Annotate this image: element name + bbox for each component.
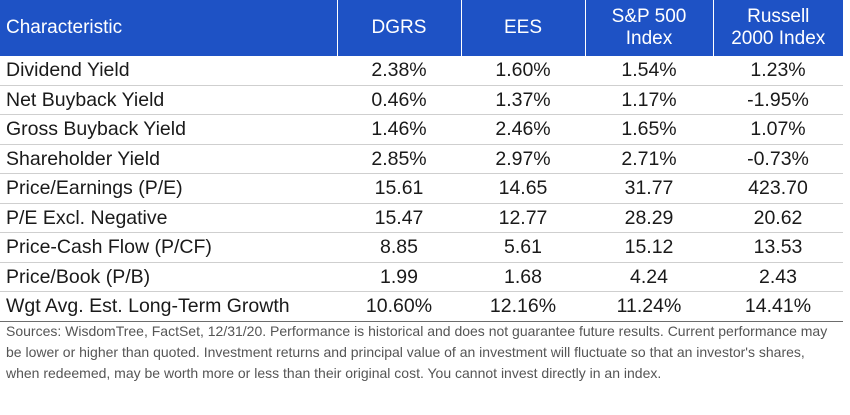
cell-dgrs: 1.99: [337, 262, 461, 292]
table-row: Price/Book (P/B) 1.99 1.68 4.24 2.43: [0, 262, 843, 292]
table-row: Gross Buyback Yield 1.46% 2.46% 1.65% 1.…: [0, 114, 843, 145]
header-russell2000: Russell 2000 Index: [713, 0, 843, 56]
cell-ees: 2.46%: [461, 114, 585, 145]
cell-russell2000: 20.62: [713, 203, 843, 233]
row-label: Gross Buyback Yield: [0, 114, 337, 145]
cell-sp500: 1.65%: [585, 114, 713, 145]
row-label: P/E Excl. Negative: [0, 203, 337, 233]
table-row: Shareholder Yield 2.85% 2.97% 2.71% -0.7…: [0, 144, 843, 174]
cell-dgrs: 15.47: [337, 203, 461, 233]
cell-russell2000: -1.95%: [713, 85, 843, 115]
header-ees: EES: [461, 0, 586, 56]
header-line: Russell: [747, 6, 810, 27]
header-line: Characteristic: [6, 17, 123, 38]
cell-ees: 5.61: [461, 232, 585, 263]
characteristics-table-container: Characteristic DGRS EES S&P 500 Index Ru…: [0, 0, 843, 322]
row-label: Shareholder Yield: [0, 144, 337, 174]
cell-ees: 12.16%: [461, 291, 585, 322]
cell-russell2000: 1.07%: [713, 114, 843, 145]
characteristics-table: Characteristic DGRS EES S&P 500 Index Ru…: [0, 0, 843, 322]
cell-russell2000: 14.41%: [713, 291, 843, 322]
cell-sp500: 15.12: [585, 232, 713, 263]
row-label: Price/Book (P/B): [0, 262, 337, 292]
cell-russell2000: 1.23%: [713, 56, 843, 86]
header-characteristic: Characteristic: [0, 0, 338, 56]
cell-sp500: 4.24: [585, 262, 713, 292]
row-label: Price-Cash Flow (P/CF): [0, 232, 337, 263]
cell-sp500: 1.17%: [585, 85, 713, 115]
cell-dgrs: 1.46%: [337, 114, 461, 145]
table-row: Wgt Avg. Est. Long-Term Growth 10.60% 12…: [0, 291, 843, 322]
row-label: Price/Earnings (P/E): [0, 173, 337, 204]
cell-sp500: 31.77: [585, 173, 713, 204]
cell-dgrs: 2.38%: [337, 56, 461, 86]
cell-ees: 1.60%: [461, 56, 585, 86]
cell-russell2000: 2.43: [713, 262, 843, 292]
cell-dgrs: 10.60%: [337, 291, 461, 322]
sources-footnote: Sources: WisdomTree, FactSet, 12/31/20. …: [6, 323, 828, 381]
table-row: P/E Excl. Negative 15.47 12.77 28.29 20.…: [0, 203, 843, 233]
cell-dgrs: 0.46%: [337, 85, 461, 115]
row-label: Wgt Avg. Est. Long-Term Growth: [0, 291, 337, 322]
cell-dgrs: 2.85%: [337, 144, 461, 174]
cell-ees: 1.37%: [461, 85, 585, 115]
header-line: 2000 Index: [731, 28, 826, 49]
cell-dgrs: 15.61: [337, 173, 461, 204]
cell-russell2000: -0.73%: [713, 144, 843, 174]
table-row: Price/Earnings (P/E) 15.61 14.65 31.77 4…: [0, 173, 843, 204]
cell-ees: 12.77: [461, 203, 585, 233]
cell-sp500: 1.54%: [585, 56, 713, 86]
row-label: Net Buyback Yield: [0, 85, 337, 115]
table-row: Price-Cash Flow (P/CF) 8.85 5.61 15.12 1…: [0, 232, 843, 263]
cell-sp500: 28.29: [585, 203, 713, 233]
cell-ees: 2.97%: [461, 144, 585, 174]
cell-russell2000: 423.70: [713, 173, 843, 204]
cell-sp500: 11.24%: [585, 291, 713, 322]
cell-ees: 14.65: [461, 173, 585, 204]
cell-ees: 1.68: [461, 262, 585, 292]
header-sp500: S&P 500 Index: [585, 0, 714, 56]
header-dgrs: DGRS: [337, 0, 462, 56]
table-row: Net Buyback Yield 0.46% 1.37% 1.17% -1.9…: [0, 85, 843, 115]
header-line: EES: [503, 17, 543, 38]
header-line: DGRS: [371, 17, 427, 38]
header-line: S&P 500: [611, 6, 687, 27]
cell-dgrs: 8.85: [337, 232, 461, 263]
row-label: Dividend Yield: [0, 56, 337, 86]
table-header-row: Characteristic DGRS EES S&P 500 Index Ru…: [0, 0, 843, 56]
table-row: Dividend Yield 2.38% 1.60% 1.54% 1.23%: [0, 56, 843, 86]
header-line: Index: [625, 28, 673, 49]
cell-russell2000: 13.53: [713, 232, 843, 263]
table-body: Dividend Yield 2.38% 1.60% 1.54% 1.23% N…: [0, 56, 843, 322]
cell-sp500: 2.71%: [585, 144, 713, 174]
